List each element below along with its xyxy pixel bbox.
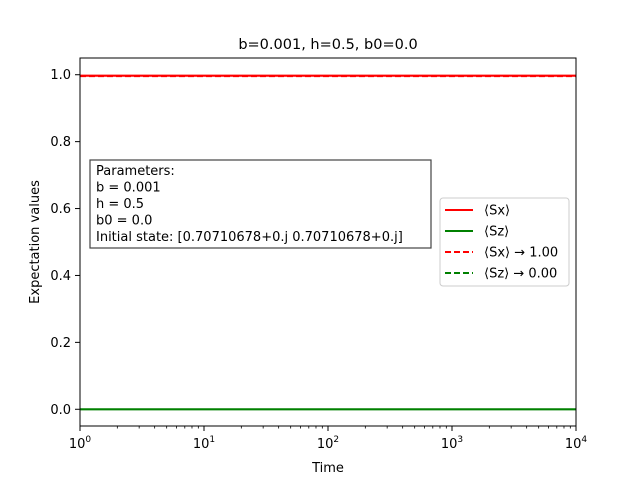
x-ticks: 100 101 102 103 104 bbox=[69, 426, 588, 452]
legend-label-3: ⟨Sz⟩ → 0.00 bbox=[484, 267, 557, 282]
legend-label-1: ⟨Sz⟩ bbox=[484, 225, 509, 240]
y-tick-label-3: 0.6 bbox=[50, 202, 71, 217]
chart-title: b=0.001, h=0.5, b0=0.0 bbox=[238, 37, 417, 53]
y-tick-label-5: 1.0 bbox=[50, 68, 71, 83]
parameters-line-1: b = 0.001 bbox=[96, 181, 161, 196]
y-tick-label-0: 0.0 bbox=[50, 403, 71, 418]
y-axis-label: Expectation values bbox=[28, 180, 43, 304]
x-tick-label-1: 101 bbox=[193, 435, 215, 452]
y-tick-label-1: 0.2 bbox=[50, 336, 71, 351]
x-tick-label-3: 103 bbox=[441, 435, 463, 452]
parameters-line-4: Initial state: [0.70710678+0.j 0.7071067… bbox=[96, 230, 403, 245]
parameters-line-3: b0 = 0.0 bbox=[96, 214, 152, 229]
legend-label-0: ⟨Sx⟩ bbox=[484, 204, 510, 219]
parameters-box-frame bbox=[89, 159, 432, 249]
x-tick-label-2: 102 bbox=[317, 435, 339, 452]
parameters-line-0: Parameters: bbox=[96, 164, 175, 179]
legend-frame bbox=[439, 197, 570, 287]
x-tick-label-4: 104 bbox=[565, 435, 588, 452]
legend-label-2: ⟨Sx⟩ → 1.00 bbox=[484, 246, 558, 261]
legend: ⟨Sx⟩ ⟨Sz⟩ ⟨Sx⟩ → 1.00 ⟨Sz⟩ → 0.00 bbox=[439, 197, 570, 287]
x-tick-label-0: 100 bbox=[69, 435, 92, 452]
y-tick-label-2: 0.4 bbox=[50, 269, 71, 284]
series-layer bbox=[80, 74, 576, 411]
y-ticks: 0.0 0.2 0.4 0.6 0.8 1.0 bbox=[50, 68, 80, 418]
y-tick-label-4: 0.8 bbox=[50, 135, 71, 150]
parameters-line-2: h = 0.5 bbox=[96, 197, 144, 212]
x-axis-label: Time bbox=[311, 461, 344, 476]
